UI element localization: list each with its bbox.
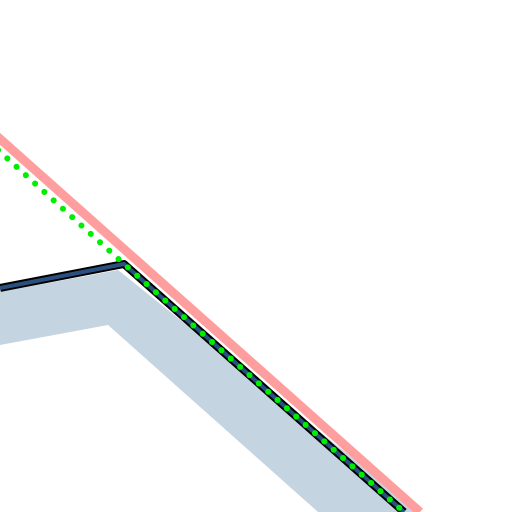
- road-line: [0, 262, 406, 512]
- highlight-route-line: [0, 132, 423, 512]
- road-shadow-band: [0, 270, 420, 512]
